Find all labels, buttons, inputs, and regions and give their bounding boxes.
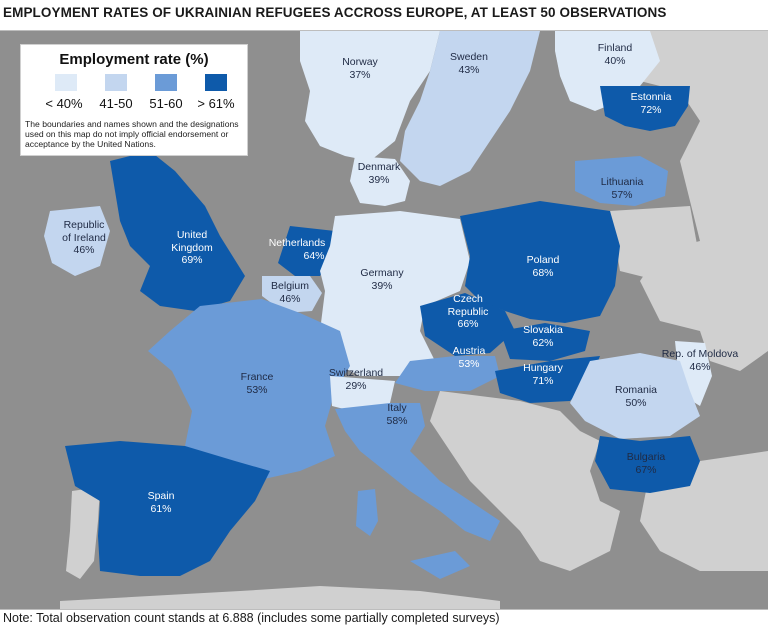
land-north-africa xyxy=(60,586,500,609)
austria-shape xyxy=(395,356,500,391)
denmark-shape xyxy=(350,156,410,206)
legend-disclaimer: The boundaries and names shown and the d… xyxy=(25,119,239,149)
romania-shape xyxy=(570,353,700,439)
switzerland-shape xyxy=(330,376,395,413)
europe-map xyxy=(0,31,768,609)
czech-shape xyxy=(420,293,515,356)
label-denmark: Denmark 39% xyxy=(357,161,401,186)
land-belarus xyxy=(610,206,700,281)
france-shape xyxy=(148,299,350,481)
sicily-shape xyxy=(410,551,470,579)
legend-swatch-lt40 xyxy=(55,74,77,91)
footnote: Note: Total observation count stands at … xyxy=(3,611,500,625)
legend-label-51-60: 51-60 xyxy=(149,96,183,111)
label-ireland: Republic of Ireland 46% xyxy=(62,219,106,256)
legend-swatch-41-50 xyxy=(105,74,127,91)
label-france: France 53% xyxy=(240,371,274,396)
legend-label-41-50: 41-50 xyxy=(99,96,133,111)
label-belgium: Belgium 46% xyxy=(271,280,309,305)
label-slovakia: Slovakia 62% xyxy=(523,324,563,349)
legend-label-lt40: < 40% xyxy=(45,96,83,111)
hungary-shape xyxy=(495,356,600,403)
label-bulgaria: Bulgaria 67% xyxy=(626,451,666,476)
poland-shape xyxy=(460,201,620,323)
ireland-shape xyxy=(44,206,110,276)
label-switzerland: Switzerland 29% xyxy=(328,367,384,392)
belgium-shape xyxy=(262,276,322,313)
estonia-shape xyxy=(600,86,690,131)
slovakia-shape xyxy=(500,323,590,361)
label-spain: Spain 61% xyxy=(147,490,175,515)
land-balkans xyxy=(430,391,620,571)
label-norway: Norway 37% xyxy=(342,56,378,81)
label-estonia: Estonnia 72% xyxy=(630,91,672,116)
spain-shape xyxy=(65,441,270,576)
legend-swatches: < 40% 41-50 51-60 > 61% xyxy=(27,68,241,122)
netherlands-shape xyxy=(278,226,335,276)
uk-shape xyxy=(110,151,245,311)
map-title: EMPLOYMENT RATES OF UKRAINIAN REFUGEES A… xyxy=(3,5,667,20)
label-hungary: Hungary 71% xyxy=(523,362,563,387)
bulgaria-shape xyxy=(595,436,700,493)
sweden-shape xyxy=(400,31,540,186)
legend-label-gt61: > 61% xyxy=(197,96,235,111)
label-moldova: Rep. of Moldova 46% xyxy=(661,348,739,373)
land-east xyxy=(560,31,768,371)
label-austria: Austria 53% xyxy=(452,345,486,370)
land-portugal xyxy=(66,487,100,579)
label-netherlands: Netherlands 64% xyxy=(268,237,326,262)
label-lithuania: Lithuania 57% xyxy=(600,176,644,201)
label-czech: Czech Republic 66% xyxy=(447,293,489,330)
sardinia-shape xyxy=(356,489,378,536)
legend: Employment rate (%) < 40% 41-50 51-60 > … xyxy=(20,44,248,156)
lithuania-shape xyxy=(575,156,668,206)
label-romania: Romania 50% xyxy=(614,384,658,409)
legend-swatch-gt61 xyxy=(205,74,227,91)
legend-swatch-51-60 xyxy=(155,74,177,91)
italy-shape xyxy=(335,403,500,541)
label-poland: Poland 68% xyxy=(526,254,560,279)
label-uk: United Kingdom 69% xyxy=(171,229,213,266)
bottom-rule xyxy=(0,609,768,610)
label-sweden: Sweden 43% xyxy=(450,51,488,76)
top-rule xyxy=(0,30,768,31)
label-finland: Finland 40% xyxy=(597,42,633,67)
label-italy: Italy 58% xyxy=(386,402,408,427)
label-germany: Germany 39% xyxy=(360,267,404,292)
finland-shape xyxy=(555,31,660,111)
norway-shape xyxy=(300,31,440,161)
legend-title: Employment rate (%) xyxy=(59,51,209,68)
germany-shape xyxy=(320,211,470,376)
